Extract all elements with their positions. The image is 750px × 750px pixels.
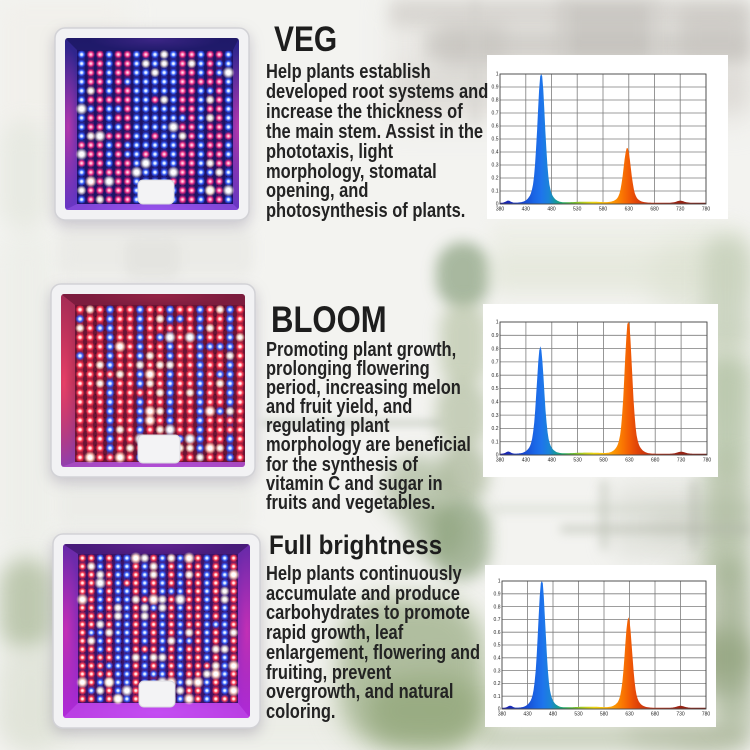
svg-text:1: 1 [496,320,499,326]
svg-text:1: 1 [498,579,501,585]
svg-text:0.1: 0.1 [492,439,499,445]
svg-text:580: 580 [599,207,608,213]
svg-text:0: 0 [496,202,499,208]
svg-text:0.7: 0.7 [492,360,499,366]
svg-text:0.5: 0.5 [494,643,501,649]
svg-text:730: 730 [676,207,685,213]
svg-text:0.8: 0.8 [492,346,499,352]
svg-text:680: 680 [651,458,660,464]
svg-text:1: 1 [496,72,499,78]
svg-text:0: 0 [496,453,499,459]
svg-text:780: 780 [702,207,711,213]
svg-text:630: 630 [625,207,634,213]
svg-text:0.1: 0.1 [494,694,501,700]
svg-text:480: 480 [547,207,556,213]
svg-text:730: 730 [677,458,686,464]
svg-text:0.9: 0.9 [492,85,499,91]
svg-text:480: 480 [548,458,557,464]
svg-text:0.4: 0.4 [492,150,499,156]
svg-text:0.3: 0.3 [492,163,499,169]
svg-text:680: 680 [650,207,659,213]
svg-text:630: 630 [625,458,634,464]
svg-text:0.7: 0.7 [492,111,499,117]
svg-text:730: 730 [676,712,685,718]
svg-text:630: 630 [625,712,634,718]
svg-text:380: 380 [496,207,505,213]
svg-text:0.6: 0.6 [494,630,501,636]
svg-text:530: 530 [573,458,582,464]
svg-text:0.5: 0.5 [492,386,499,392]
svg-text:530: 530 [574,712,583,718]
svg-text:480: 480 [549,712,558,718]
svg-text:0.8: 0.8 [492,98,499,104]
svg-text:780: 780 [703,458,712,464]
svg-text:0: 0 [498,707,501,713]
svg-text:0.3: 0.3 [494,668,501,674]
svg-text:430: 430 [522,207,531,213]
svg-text:0.8: 0.8 [494,604,501,610]
svg-text:680: 680 [651,712,660,718]
svg-text:0.4: 0.4 [494,656,501,662]
svg-text:0.7: 0.7 [494,617,501,623]
svg-text:0.2: 0.2 [492,426,499,432]
svg-text:0.6: 0.6 [492,124,499,130]
svg-text:580: 580 [599,458,608,464]
svg-text:430: 430 [523,712,532,718]
svg-text:380: 380 [498,712,507,718]
svg-text:0.5: 0.5 [492,137,499,143]
svg-text:0.9: 0.9 [492,333,499,339]
svg-text:0.3: 0.3 [492,413,499,419]
svg-text:580: 580 [600,712,609,718]
svg-text:0.4: 0.4 [492,400,499,406]
svg-text:780: 780 [702,712,711,718]
svg-text:530: 530 [573,207,582,213]
svg-text:0.9: 0.9 [494,592,501,598]
svg-text:380: 380 [496,458,505,464]
svg-text:0.2: 0.2 [494,681,501,687]
svg-text:0.6: 0.6 [492,373,499,379]
svg-text:430: 430 [522,458,531,464]
svg-text:0.1: 0.1 [492,189,499,195]
svg-text:0.2: 0.2 [492,176,499,182]
